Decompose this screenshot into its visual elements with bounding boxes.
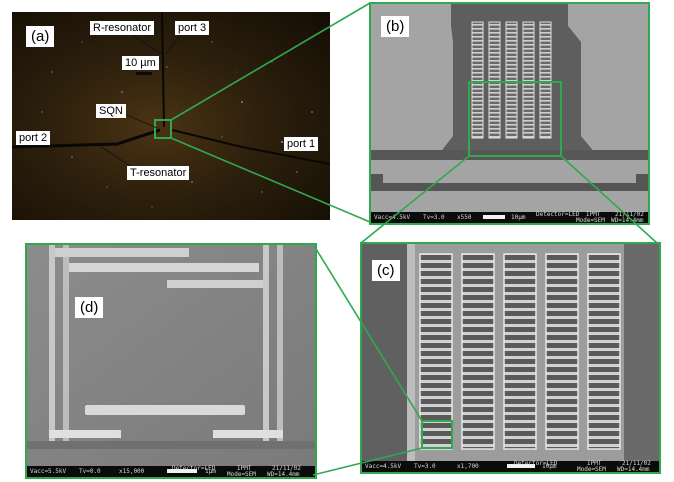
sem-date: 21/11/02 (622, 460, 651, 467)
panel-b-drawing (371, 4, 648, 191)
sem-wd: WD=14.4mm (611, 217, 644, 224)
r-resonator-label: R-resonator (90, 21, 155, 35)
comb-strips-b (471, 21, 552, 139)
t-resonator-label: T-resonator (127, 166, 190, 180)
panel-d-drawing (27, 245, 315, 466)
sem-tv: Tv=3.0 (423, 214, 445, 221)
panel-c-tag: (c) (372, 260, 400, 281)
sem-wd: WD=14.4mm (617, 466, 650, 473)
t-resonator-line (12, 128, 161, 149)
panel-b-tag: (b) (381, 16, 410, 37)
sem-mag: x550 (457, 214, 472, 221)
sem-scale-bar (483, 215, 505, 219)
dust-speckles (41, 41, 313, 208)
sem-tv: Tv=0.0 (79, 468, 101, 475)
sem-tv: Tv=3.0 (414, 463, 436, 470)
sem-vacc: Vacc=5.5kV (30, 468, 67, 475)
panel-a-tag: (a) (26, 26, 55, 47)
sem-detector: Detector=LED (172, 465, 216, 472)
sem-scale: 1µm (205, 468, 216, 475)
sqn-label: SQN (96, 104, 126, 118)
sem-mode: Mode=SEM (227, 471, 256, 478)
panel-d-sem-bar: Vacc=5.5kV Tv=0.0 x15,000 1µm Detector=L… (27, 465, 315, 478)
panel-c-sem: (c) Vacc=4.5kV Tv=3.0 x1,700 10µm Detect… (360, 242, 661, 474)
port3-label: port 3 (175, 21, 210, 35)
port2-label: port 2 (16, 131, 51, 145)
scale-bar-a (136, 72, 152, 75)
port1-label: port 1 (284, 137, 319, 151)
panel-d-tag: (d) (75, 297, 104, 318)
sem-vacc: Vacc=4.5kV (365, 463, 402, 470)
panel-a-micrograph: (a) R-resonator port 3 10 µm SQN port 2 … (12, 12, 330, 220)
comb-strips-c (419, 253, 621, 450)
panel-b-sem-bar: Vacc=4.5kV Tv=3.0 x550 10µm Detector=LED… (371, 211, 648, 224)
sem-wd: WD=14.4mm (267, 471, 300, 478)
panel-b-sem: (b) Vacc=4.5kV Tv=3.0 x550 10µm Detector… (369, 2, 650, 225)
sem-scale-bar (167, 469, 197, 473)
sem-detector: Detector=LED (536, 211, 580, 218)
panel-c-sem-bar: Vacc=4.5kV Tv=3.0 x1,700 10µm Detector=L… (362, 460, 659, 473)
sem-scale-bar (507, 464, 535, 468)
sem-org: IPMT (587, 460, 602, 467)
sem-scale: 10µm (542, 463, 557, 470)
sqn-highlight-box (154, 119, 172, 139)
panel-c-drawing (362, 244, 659, 461)
sem-vacc: Vacc=4.5kV (374, 214, 411, 221)
sem-mode: Mode=SEM (577, 466, 606, 473)
sem-date: 21/11/02 (272, 465, 301, 472)
r-resonator-line (161, 12, 165, 128)
sem-mode: Mode=SEM (576, 217, 605, 224)
sem-mag: x15,000 (119, 468, 145, 475)
sem-detector: Detector=LED (514, 460, 558, 467)
sem-mag: x1,700 (457, 463, 479, 470)
panel-c-highlight-box (421, 420, 453, 449)
panel-b-highlight-box (468, 81, 562, 157)
sem-org: IPMT (237, 465, 252, 472)
panel-d-sem: (d) Vacc=5.5kV Tv=0.0 x15,000 1µm Detect… (25, 243, 317, 479)
scale-label-a: 10 µm (122, 56, 159, 70)
sem-scale: 10µm (511, 214, 526, 221)
panel-a-drawing (12, 12, 330, 208)
